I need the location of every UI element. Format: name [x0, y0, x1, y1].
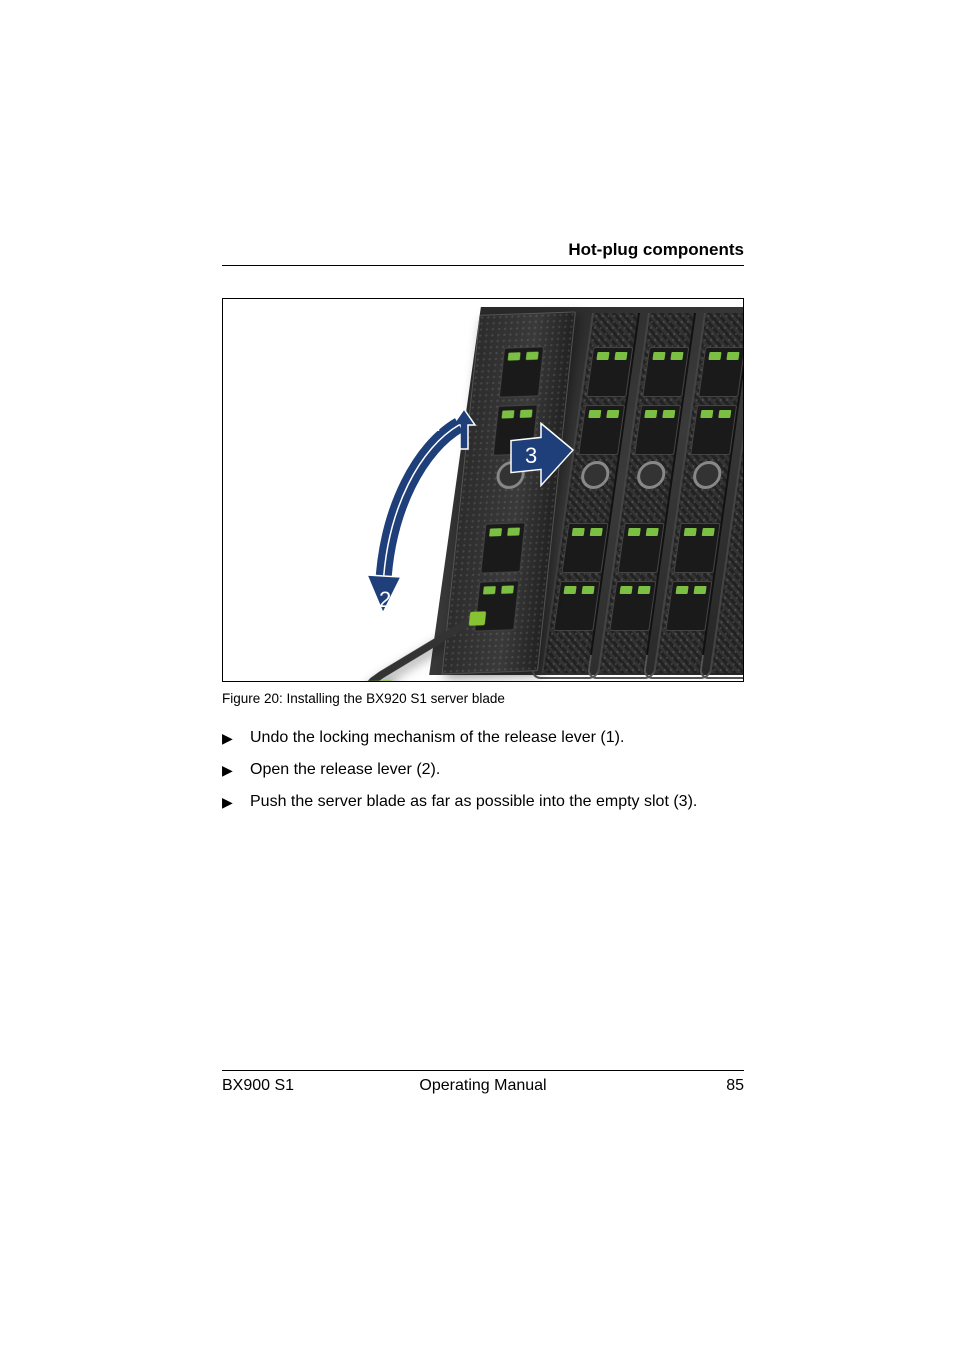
drive-bay: [578, 405, 625, 455]
list-item: ▶ Push the server blade as far as possib…: [222, 792, 744, 812]
list-item-text: Undo the locking mechanism of the releas…: [250, 728, 624, 748]
figure-installing-blade: 1 2 3: [222, 298, 744, 682]
drive-bay: [561, 523, 608, 573]
footer-rule: [222, 1070, 744, 1071]
triangle-bullet-icon: ▶: [222, 728, 250, 748]
drive-bay: [553, 581, 600, 631]
header-rule: [222, 265, 744, 266]
list-item: ▶ Undo the locking mechanism of the rele…: [222, 728, 744, 748]
drive-bay: [617, 523, 664, 573]
triangle-bullet-icon: ▶: [222, 760, 250, 780]
list-item-text: Push the server blade as far as possible…: [250, 792, 697, 812]
arrow-insert-icon: [507, 421, 577, 500]
list-item: ▶ Open the release lever (2).: [222, 760, 744, 780]
drive-bay: [642, 347, 689, 397]
drive-bay: [480, 522, 525, 573]
figure-caption: Figure 20: Installing the BX920 S1 serve…: [222, 691, 505, 706]
callout-2: 2: [379, 587, 391, 613]
callout-1: 1: [428, 411, 440, 437]
page: Hot-plug components: [0, 0, 954, 1351]
callout-3: 3: [525, 443, 537, 469]
drive-bay: [586, 347, 633, 397]
footer-center: Operating Manual: [222, 1077, 744, 1095]
drive-bay: [609, 581, 656, 631]
page-footer: BX900 S1 Operating Manual 85: [222, 1077, 744, 1095]
drive-bay: [634, 405, 681, 455]
page-header-title: Hot-plug components: [568, 240, 744, 260]
triangle-bullet-icon: ▶: [222, 792, 250, 812]
release-lever: [361, 611, 490, 682]
instruction-list: ▶ Undo the locking mechanism of the rele…: [222, 720, 744, 812]
drive-bay: [499, 346, 544, 397]
list-item-text: Open the release lever (2).: [250, 760, 440, 780]
